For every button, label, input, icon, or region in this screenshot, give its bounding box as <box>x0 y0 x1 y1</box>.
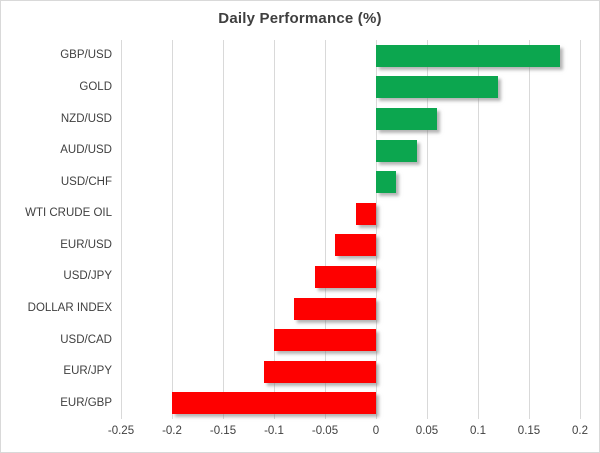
chart-title: Daily Performance (%) <box>218 10 382 27</box>
category-label: USD/JPY <box>63 270 112 283</box>
bar-gbp-usd <box>376 44 560 67</box>
gridline <box>376 40 377 419</box>
gridline <box>172 40 173 419</box>
bar-eur-jpy <box>263 360 376 383</box>
category-label: USD/CHF <box>60 175 112 188</box>
category-label: GBP/USD <box>60 49 112 62</box>
gridline <box>274 40 275 419</box>
category-label: USD/CAD <box>60 333 112 346</box>
bar-dollar-index <box>294 297 376 320</box>
bar-eur-usd <box>335 234 376 257</box>
gridline <box>529 40 530 419</box>
gridline <box>121 40 122 419</box>
x-axis-tick-label: -0.15 <box>209 425 237 437</box>
bar-nzd-usd <box>376 108 438 130</box>
gridline <box>427 40 428 419</box>
x-axis-tick-label: 0.1 <box>470 425 486 437</box>
category-label: EUR/JPY <box>63 365 112 378</box>
category-label: WTI CRUDE OIL <box>25 207 112 220</box>
x-axis-tick-label: -0.25 <box>107 425 135 437</box>
x-axis-tick-label: 0 <box>372 425 380 437</box>
x-axis-tick-label: -0.1 <box>264 425 284 437</box>
x-axis-tick-label: 0.15 <box>517 425 541 437</box>
gridline <box>580 40 581 419</box>
bar-usd-jpy <box>314 265 376 288</box>
gridline <box>223 40 224 419</box>
gridline <box>325 40 326 419</box>
category-label: NZD/USD <box>60 112 112 125</box>
bar-eur-gbp <box>172 392 376 415</box>
category-label: AUD/USD <box>60 144 112 156</box>
category-label: GOLD <box>79 80 112 93</box>
bar-usd-cad <box>274 329 376 351</box>
category-label: DOLLAR INDEX <box>27 302 112 314</box>
x-axis-tick-label: 0.2 <box>572 425 588 437</box>
bar-usd-chf <box>376 171 397 194</box>
category-label: EUR/GBP <box>60 396 112 409</box>
gridline <box>478 40 479 419</box>
x-axis-tick-label: -0.05 <box>311 425 339 437</box>
x-axis-tick-label: 0.05 <box>415 425 439 437</box>
bar-gold <box>376 76 499 99</box>
x-axis-tick-label: -0.2 <box>162 425 182 437</box>
bar-wti-crude-oil <box>355 202 376 225</box>
bar-aud-usd <box>376 139 417 162</box>
category-label: EUR/USD <box>60 238 112 251</box>
